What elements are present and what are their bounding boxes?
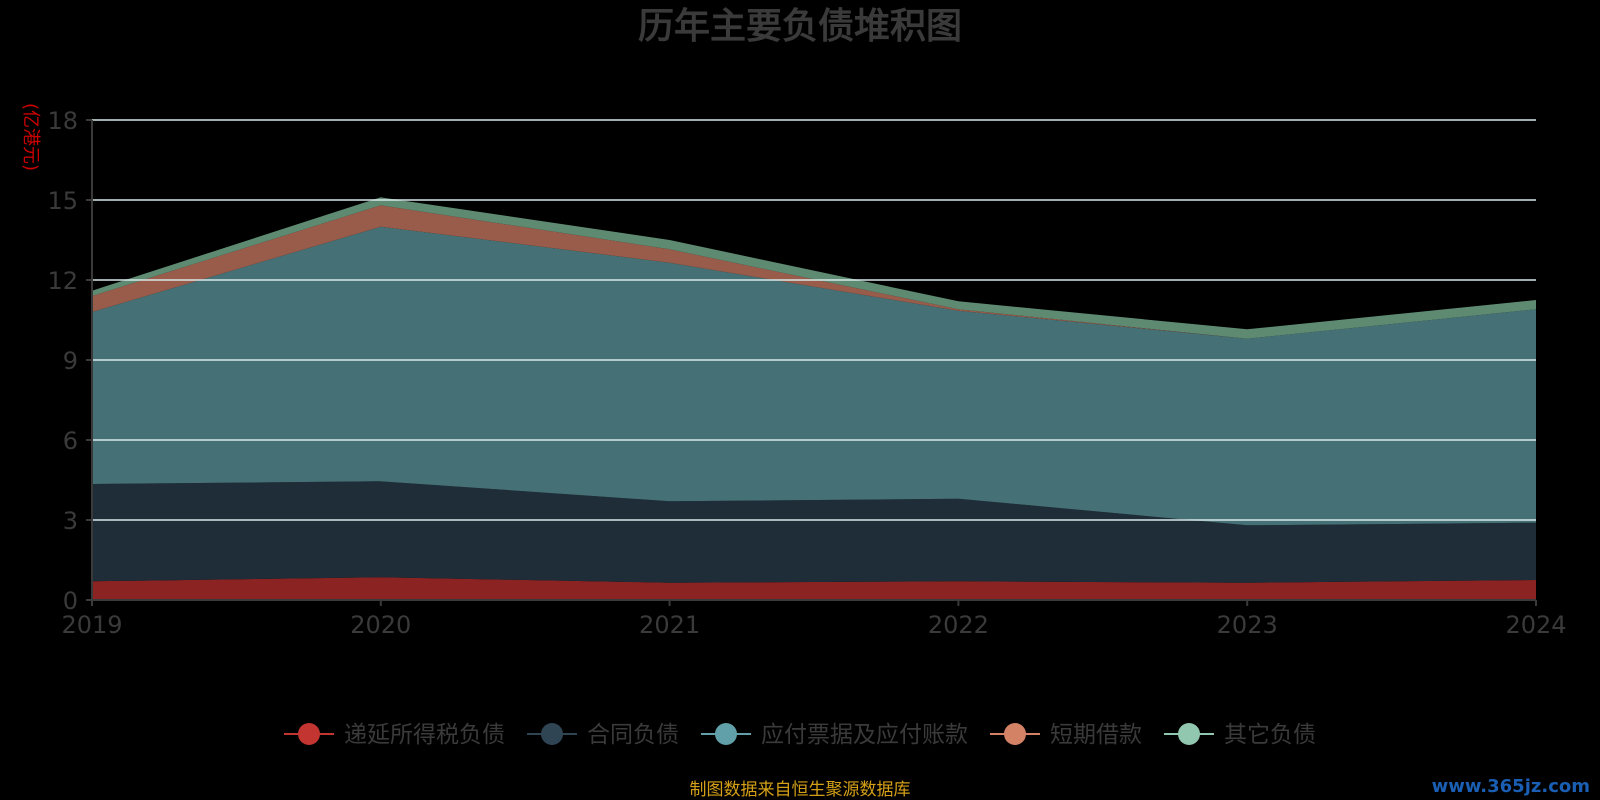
area-series-2: [92, 226, 1536, 526]
grid-lines: [92, 119, 1536, 521]
legend-item-2[interactable]: 应付票据及应付账款: [701, 722, 968, 748]
legend-label: 其它负债: [1224, 722, 1316, 748]
x-tick-label-4: 2023: [1217, 611, 1278, 639]
y-axis-unit-label: (亿港元): [20, 103, 41, 171]
legend-circle-icon: [541, 723, 563, 745]
y-tick-label-3: 9: [63, 347, 78, 375]
legend-label: 短期借款: [1050, 722, 1142, 748]
legend-circle-icon: [298, 723, 320, 745]
chart-title: 历年主要负债堆积图: [638, 6, 962, 47]
y-tick-label-2: 6: [63, 427, 78, 455]
legend-item-4[interactable]: 其它负债: [1164, 722, 1316, 748]
legend-circle-icon: [1178, 723, 1200, 745]
area-series-0: [92, 577, 1536, 600]
y-tick-label-4: 12: [47, 267, 78, 295]
y-tick-label-1: 3: [63, 507, 78, 535]
x-tick-label-3: 2022: [928, 611, 989, 639]
axes: 0 3 6 9 12 15 18 2019 2020 2021 2022 2023 2024: [47, 107, 1566, 639]
x-tick-label-2: 2021: [639, 611, 700, 639]
x-tick-label-0: 2019: [61, 611, 122, 639]
watermark-text: www.365jz.com: [1432, 776, 1590, 797]
legend-circle-icon: [715, 723, 737, 745]
y-tick-label-6: 18: [47, 107, 78, 135]
legend-label: 递延所得税负债: [344, 722, 505, 748]
x-tick-label-1: 2020: [350, 611, 411, 639]
legend-item-0[interactable]: 递延所得税负债: [284, 722, 505, 748]
data-source-note: 制图数据来自恒生聚源数据库: [690, 780, 911, 800]
area-series-1: [92, 481, 1536, 583]
y-tick-label-5: 15: [47, 187, 78, 215]
legend-item-3[interactable]: 短期借款: [990, 722, 1142, 748]
legend-label: 应付票据及应付账款: [761, 722, 968, 748]
legend-circle-icon: [1004, 723, 1026, 745]
legend-label: 合同负债: [587, 722, 679, 748]
legend[interactable]: 递延所得税负债 合同负债 应付票据及应付账款 短期借款 其它负债: [284, 722, 1316, 748]
legend-item-1[interactable]: 合同负债: [527, 722, 679, 748]
x-tick-label-5: 2024: [1505, 611, 1566, 639]
y-tick-label-0: 0: [63, 587, 78, 615]
series-areas: [92, 197, 1536, 600]
